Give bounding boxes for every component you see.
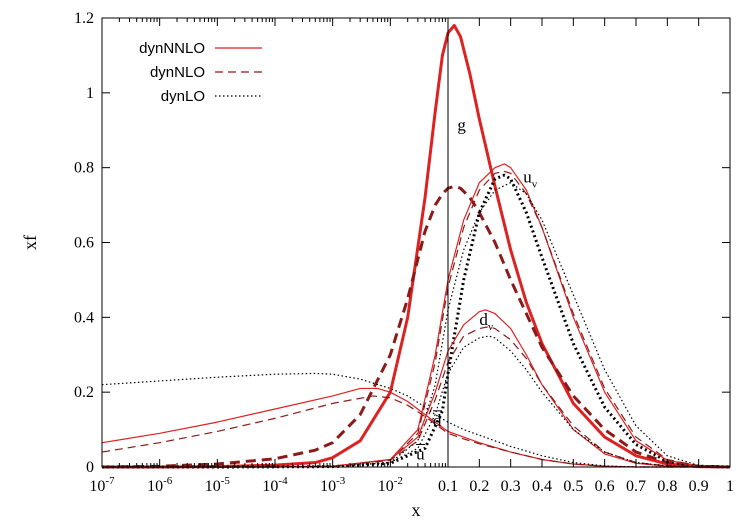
ticks-layer: 0 0.2 0.4 0.6 0.8 1 1.2 10-7 10-6 10-5 10-4 10-3 10-…: [74, 10, 734, 495]
x-tick-label: 0.6: [595, 478, 615, 495]
y-tick-label: 1: [86, 85, 94, 102]
legend-label: dynNLO: [150, 64, 205, 81]
y-tick-label: 1.2: [74, 10, 94, 27]
x-tick-label: 0.5: [563, 478, 583, 495]
x-tick-label: 10-4: [262, 475, 288, 495]
x-tick-label: 0.3: [501, 478, 521, 495]
legend-label: dynLO: [161, 88, 205, 105]
legend: dynNNLO dynNLO dynLO: [139, 40, 262, 105]
x-tick-label: 0.9: [689, 478, 709, 495]
x-tick-label: 0.8: [657, 478, 677, 495]
x-tick-label: 0.7: [626, 478, 646, 495]
y-tick-label: 0.8: [74, 160, 94, 177]
series-line-d-v-nnlo: [102, 309, 730, 468]
series-line-sea-ubar-dbar--lo: [101, 372, 730, 468]
x-tick-label: 10-5: [205, 475, 231, 495]
x-tick-label: 10-3: [320, 475, 346, 495]
x-tick-label: 10-6: [147, 475, 173, 495]
x-tick-label: 10-7: [89, 475, 115, 495]
curve-label: uv: [523, 168, 538, 191]
y-tick-label: 0: [86, 459, 94, 476]
x-tick-label: 0.2: [469, 478, 489, 495]
legend-label: dynNNLO: [139, 40, 205, 57]
series-line-sea-ubar-dbar--nlo: [101, 395, 730, 468]
series-line-u-v-nnlo: [102, 163, 731, 468]
y-axis-label: xf: [20, 235, 40, 250]
curve-label: u: [416, 445, 425, 464]
y-tick-label: 0.2: [74, 384, 94, 401]
x-tick-label: 0.4: [532, 478, 552, 495]
curve-label: d: [433, 411, 442, 430]
series-line-u-v-nlo: [102, 170, 731, 468]
y-tick-label: 0.4: [74, 309, 94, 326]
curve-label: g: [457, 115, 466, 134]
x-tick-label: 0.1: [438, 478, 458, 495]
y-tick-label: 0.6: [74, 235, 94, 252]
x-tick-label: 10-2: [378, 475, 403, 495]
curve-label: dv: [479, 310, 494, 333]
series-line-g-lo: [102, 173, 731, 469]
series-line-d-v-lo: [102, 335, 730, 468]
x-axis-label: x: [412, 500, 421, 520]
curve-labels: g uv dv du: [416, 115, 538, 464]
x-tick-label: 1: [726, 478, 734, 495]
series-line-g-nnlo: [102, 23, 731, 469]
